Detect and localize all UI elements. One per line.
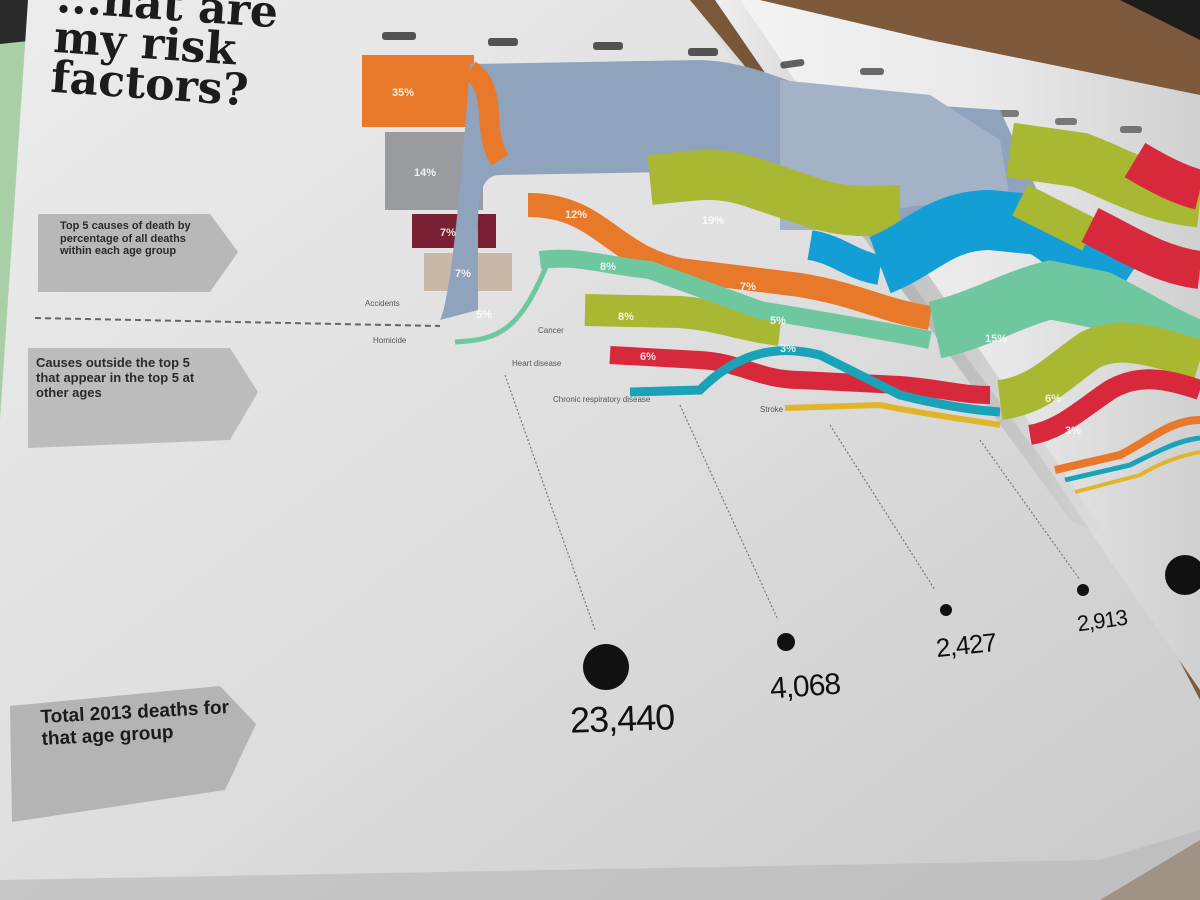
- r-stream-red-top: [1124, 142, 1200, 210]
- stream-teal: [538, 249, 932, 349]
- pct-label: 7%: [740, 281, 756, 293]
- header-mark: [488, 38, 518, 46]
- header-mark: [1120, 126, 1142, 133]
- header-mark: [593, 42, 623, 50]
- total-circle-5: [1165, 555, 1200, 595]
- tag-top5-label: Top 5 causes of death by percentage of a…: [60, 220, 191, 258]
- age-group-headers: [382, 32, 1142, 133]
- pct-label: 7%: [440, 227, 456, 239]
- pct-label: 35%: [392, 87, 414, 99]
- leader-line: [679, 404, 779, 621]
- stream-olive: [647, 150, 901, 237]
- row-label-accidents: Accidents: [365, 299, 400, 308]
- pct-label: 6%: [1045, 393, 1061, 405]
- flow-label-respiratory: Chronic respiratory disease: [553, 395, 651, 404]
- pct-label: 3%: [780, 343, 796, 355]
- pct-label: 19%: [702, 215, 724, 227]
- dark-object-top-right: [1120, 0, 1200, 40]
- pct-label: 8%: [618, 311, 634, 323]
- total-circle-1: [583, 644, 629, 690]
- right-page-streams: [868, 122, 1200, 494]
- pct-label: 5%: [770, 315, 786, 327]
- flow-label-cancer: Cancer: [538, 326, 564, 335]
- header-mark: [860, 68, 884, 75]
- percent-labels: 35% 14% 7% 7% 5% 12% 8% 8% 6% 3% 19% 7% …: [392, 87, 1081, 437]
- r-stream-red: [1027, 369, 1200, 445]
- page-stack-edge: [0, 830, 1200, 900]
- stream-orange-top: [463, 61, 509, 166]
- total-circle-3: [940, 604, 952, 616]
- stream-blue: [806, 230, 884, 285]
- r-stream-olive-3: [996, 322, 1200, 420]
- total-deaths-1: 23,440: [569, 696, 675, 741]
- total-deaths-3: 2,427: [934, 626, 998, 664]
- stream-yellow: [784, 401, 1001, 428]
- tag-outside-shape: [28, 348, 258, 448]
- page-title: ...hat are my risk factors?: [49, 0, 280, 117]
- r-stream-orange: [1054, 416, 1200, 474]
- row-label-homicide: Homicide: [373, 336, 407, 345]
- pct-label: 12%: [565, 209, 587, 221]
- pct-label: 8%: [600, 261, 616, 273]
- bar-maroon: [412, 214, 496, 248]
- pct-label: 7%: [455, 268, 471, 280]
- dashed-divider: [34, 317, 441, 327]
- header-mark: [1055, 118, 1077, 125]
- stream-olive-lower: [584, 294, 783, 346]
- header-mark: [780, 59, 805, 69]
- flow-label-stroke: Stroke: [760, 405, 784, 414]
- leader-line: [829, 424, 936, 591]
- pct-label: 5%: [476, 309, 492, 321]
- total-deaths-2: 4,068: [768, 667, 842, 706]
- header-mark: [382, 32, 416, 40]
- r-stream-olive-2: [1012, 184, 1098, 251]
- pct-label: 15%: [985, 333, 1007, 345]
- pct-label: 14%: [414, 167, 436, 179]
- r-stream-yellow: [1074, 450, 1200, 494]
- bar-orange: [362, 55, 474, 127]
- r-stream-cyan: [1064, 435, 1200, 483]
- leader-line: [504, 374, 596, 631]
- tag-top5-shape: [38, 214, 238, 292]
- total-circle-4: [1077, 584, 1089, 596]
- flow-streams: [440, 60, 1060, 428]
- stream-teal-thin: [454, 261, 551, 345]
- tag-total-shape: [10, 686, 256, 822]
- leader-lines: [504, 374, 1081, 631]
- total-circle-2: [777, 633, 795, 651]
- r-stream-blue: [868, 189, 1138, 315]
- leader-line: [979, 439, 1081, 581]
- stream-orange: [527, 193, 932, 330]
- pct-label: 3%: [1065, 425, 1081, 437]
- pct-label: 6%: [640, 351, 656, 363]
- flow-label-heart: Heart disease: [512, 359, 562, 368]
- cause-labels: Accidents Homicide Cancer Heart disease …: [365, 299, 784, 414]
- stream-cyan: [629, 346, 1001, 417]
- r-stream-red-mid: [1081, 208, 1200, 289]
- stream-red: [609, 346, 991, 404]
- header-mark: [688, 48, 718, 56]
- tag-outside-label: Causes outside the top 5 that appear in …: [36, 355, 195, 400]
